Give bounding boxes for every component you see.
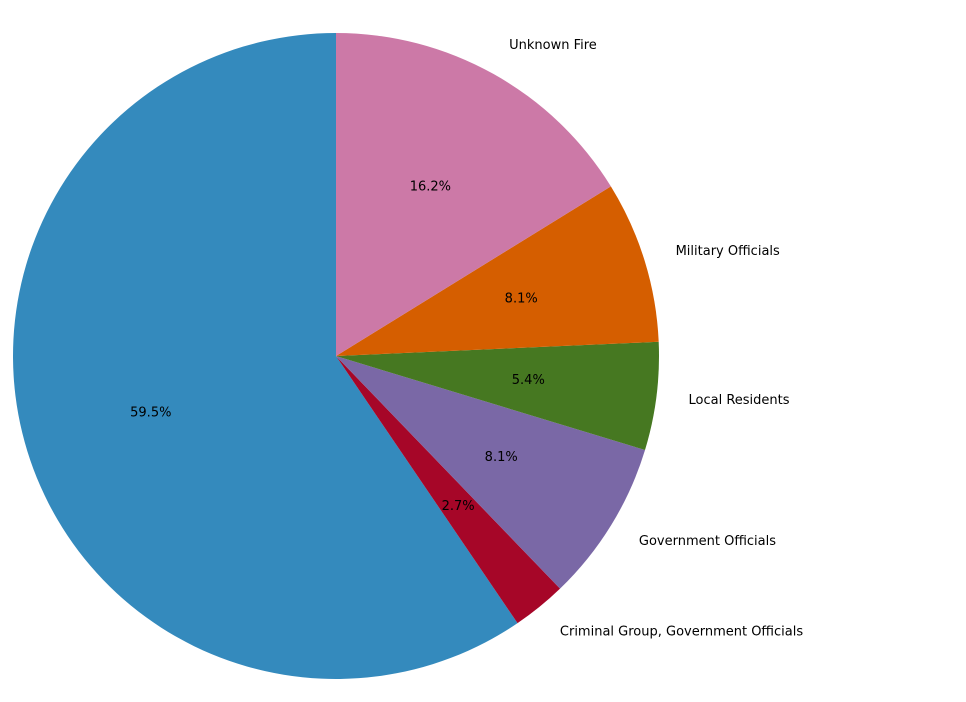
pct-label-government-officials: 8.1% (485, 450, 518, 465)
pie-slices (13, 33, 660, 679)
pie-slice-military-officials (336, 186, 659, 356)
pct-label-military-officials: 8.1% (505, 292, 538, 307)
slice-label-criminal-group-government-officials: Criminal Group, Government Officials (560, 624, 803, 639)
slice-label-unknown-fire: Unknown Fire (509, 38, 597, 53)
pie-slice-unknown-fire (336, 33, 611, 356)
pct-label-criminal-group-government-officials: 2.7% (442, 499, 475, 514)
slice-label-local-residents: Local Residents (689, 393, 790, 408)
pct-label-local-residents: 5.4% (512, 373, 545, 388)
pct-label-criminal-group: 59.5% (130, 406, 171, 421)
pie-slice-government-officials (336, 356, 646, 589)
pie-slice-local-residents (336, 341, 660, 450)
pie-slice-criminal-group-government-officials (336, 356, 561, 624)
pie-slice-criminal-group (13, 33, 518, 679)
pct-label-unknown-fire: 16.2% (410, 179, 451, 194)
slice-label-military-officials: Military Officials (676, 244, 780, 259)
pie-labels: 59.5%Criminal Group2.7%Criminal Group, G… (130, 38, 803, 639)
slice-label-government-officials: Government Officials (639, 534, 776, 549)
